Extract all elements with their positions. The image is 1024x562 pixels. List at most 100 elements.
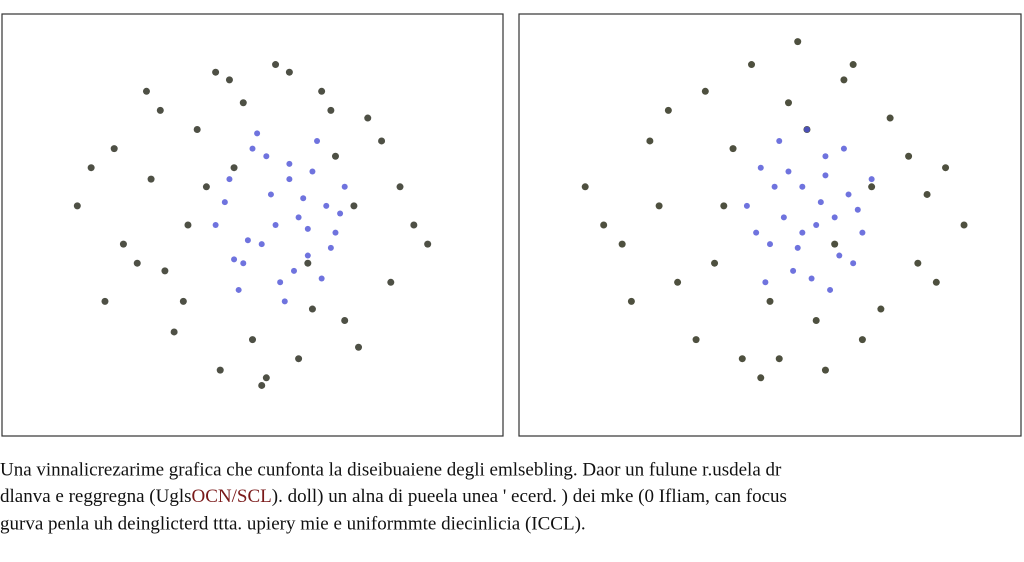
point	[812, 317, 820, 324]
point	[332, 229, 339, 236]
point	[235, 286, 242, 293]
point	[748, 61, 756, 69]
point	[743, 202, 750, 209]
caption-text: dlanva e reggregna (Ugls	[0, 486, 192, 507]
point	[272, 222, 279, 228]
point	[785, 168, 792, 175]
point	[341, 183, 348, 190]
point	[822, 172, 829, 179]
point	[424, 240, 432, 248]
point	[790, 267, 797, 274]
point	[600, 221, 608, 229]
point	[868, 183, 876, 191]
point	[331, 152, 339, 160]
point	[845, 191, 852, 198]
point	[701, 87, 709, 95]
point	[410, 221, 418, 229]
caption-text: ). doll) un alna di pueela unea ' ecerd.…	[272, 486, 787, 507]
point	[840, 145, 847, 152]
point	[886, 114, 894, 122]
point	[674, 278, 682, 286]
point	[304, 252, 311, 259]
point	[184, 221, 192, 229]
point	[308, 305, 316, 313]
point	[267, 191, 274, 198]
point	[784, 99, 792, 107]
point	[780, 214, 787, 221]
point	[396, 183, 404, 191]
point	[73, 202, 81, 210]
point	[327, 106, 335, 114]
point	[581, 183, 589, 191]
point	[133, 259, 141, 267]
point	[295, 214, 302, 221]
point	[794, 244, 801, 251]
point	[193, 126, 201, 133]
caption-line: gurva penla uh deinglicterd ttta. upiery…	[0, 513, 586, 534]
point	[762, 279, 769, 286]
panel-frame	[1, 13, 504, 437]
point	[859, 229, 866, 236]
point	[272, 61, 280, 69]
panel-frame	[518, 13, 1022, 437]
point	[262, 374, 270, 382]
point	[960, 221, 968, 229]
point	[216, 366, 224, 374]
point	[277, 279, 284, 286]
point	[281, 298, 288, 305]
point	[304, 259, 312, 267]
point	[827, 286, 834, 293]
point	[757, 374, 765, 382]
point	[290, 267, 297, 274]
point	[767, 241, 773, 248]
point	[341, 317, 349, 324]
point	[226, 176, 233, 183]
point	[808, 275, 815, 282]
point	[286, 160, 293, 167]
point	[225, 76, 233, 84]
point	[664, 106, 672, 114]
point	[244, 237, 251, 244]
point	[799, 229, 806, 236]
point	[327, 244, 334, 251]
point	[753, 229, 760, 236]
point	[119, 240, 127, 248]
point	[821, 366, 829, 374]
point	[711, 259, 719, 267]
point	[240, 260, 247, 267]
point	[87, 164, 95, 172]
point	[618, 240, 626, 248]
point	[147, 175, 155, 183]
point	[212, 68, 220, 76]
point	[923, 190, 931, 198]
point	[849, 61, 857, 69]
point	[263, 153, 270, 160]
point	[249, 145, 256, 152]
point	[799, 183, 806, 190]
point	[110, 145, 118, 153]
point	[854, 206, 861, 213]
point	[364, 114, 372, 122]
point	[858, 336, 866, 344]
point	[803, 126, 810, 133]
point	[249, 336, 256, 344]
point	[831, 240, 839, 248]
point	[775, 355, 783, 363]
point	[258, 241, 265, 248]
point	[142, 87, 150, 95]
point	[387, 278, 395, 286]
point	[179, 297, 187, 305]
point	[221, 199, 228, 206]
point	[314, 137, 321, 144]
point	[304, 225, 311, 232]
point	[646, 137, 654, 145]
point	[337, 210, 344, 217]
point	[836, 252, 843, 259]
caption-highlight: OCN/SCL	[192, 486, 272, 507]
point	[868, 176, 875, 183]
point	[840, 76, 848, 84]
point	[692, 336, 700, 344]
point	[831, 214, 838, 221]
point	[318, 87, 326, 95]
point	[258, 381, 266, 389]
